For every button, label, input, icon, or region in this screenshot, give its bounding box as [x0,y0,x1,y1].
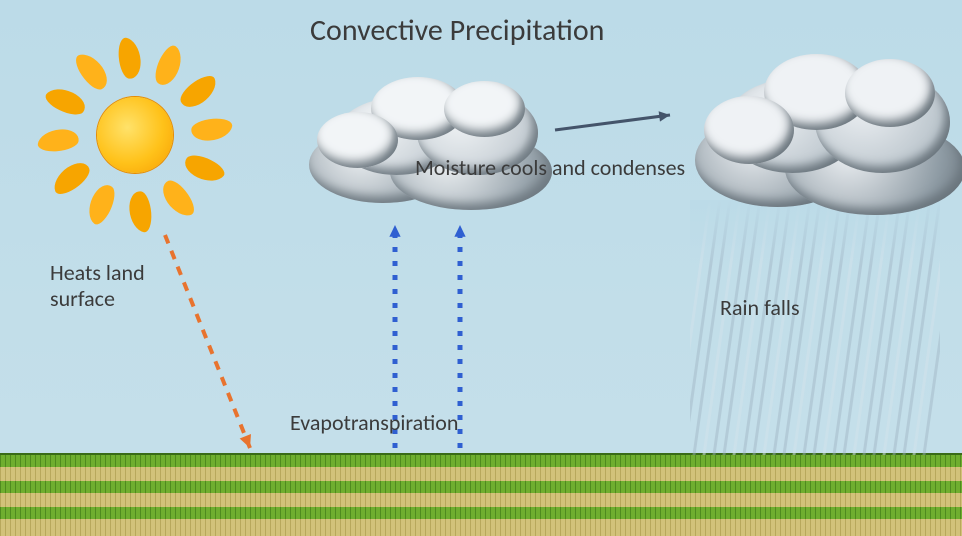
sun-ray [37,128,81,153]
label-moisture: Moisture cools and condenses [415,155,685,181]
sun-ray [84,179,119,229]
rain [690,200,940,455]
ground-band-3 [0,493,962,507]
cloud-blob [845,59,935,127]
sun-ray [128,190,153,234]
ground-band-5 [0,519,962,536]
cloud-left [295,70,565,210]
label-evap: Evapotranspiration [290,410,458,436]
sun-ray [50,156,92,199]
ground-band-1 [0,467,962,481]
ground-band-4 [0,507,962,519]
cloud-blob [704,96,794,164]
sun-ray [117,37,142,81]
cloud-blob [444,81,525,137]
sun-ray [70,50,113,92]
sun-core [97,97,173,173]
cloud-blob [317,112,398,168]
sun-ray [156,177,199,219]
label-heats: Heats land surface [50,260,145,313]
cloud-right [680,45,962,215]
sun-ray [177,70,219,113]
sun-ray [179,151,229,186]
sun-ray [41,84,91,119]
ground-band-0 [0,455,962,467]
sun-ray [190,117,234,142]
ground-band-2 [0,481,962,493]
title: Convective Precipitation [310,12,604,49]
sun [40,40,230,230]
label-rain: Rain falls [720,295,800,321]
sun-ray [151,41,186,91]
diagram-stage: Convective Precipitation Heats land surfa… [0,0,962,536]
